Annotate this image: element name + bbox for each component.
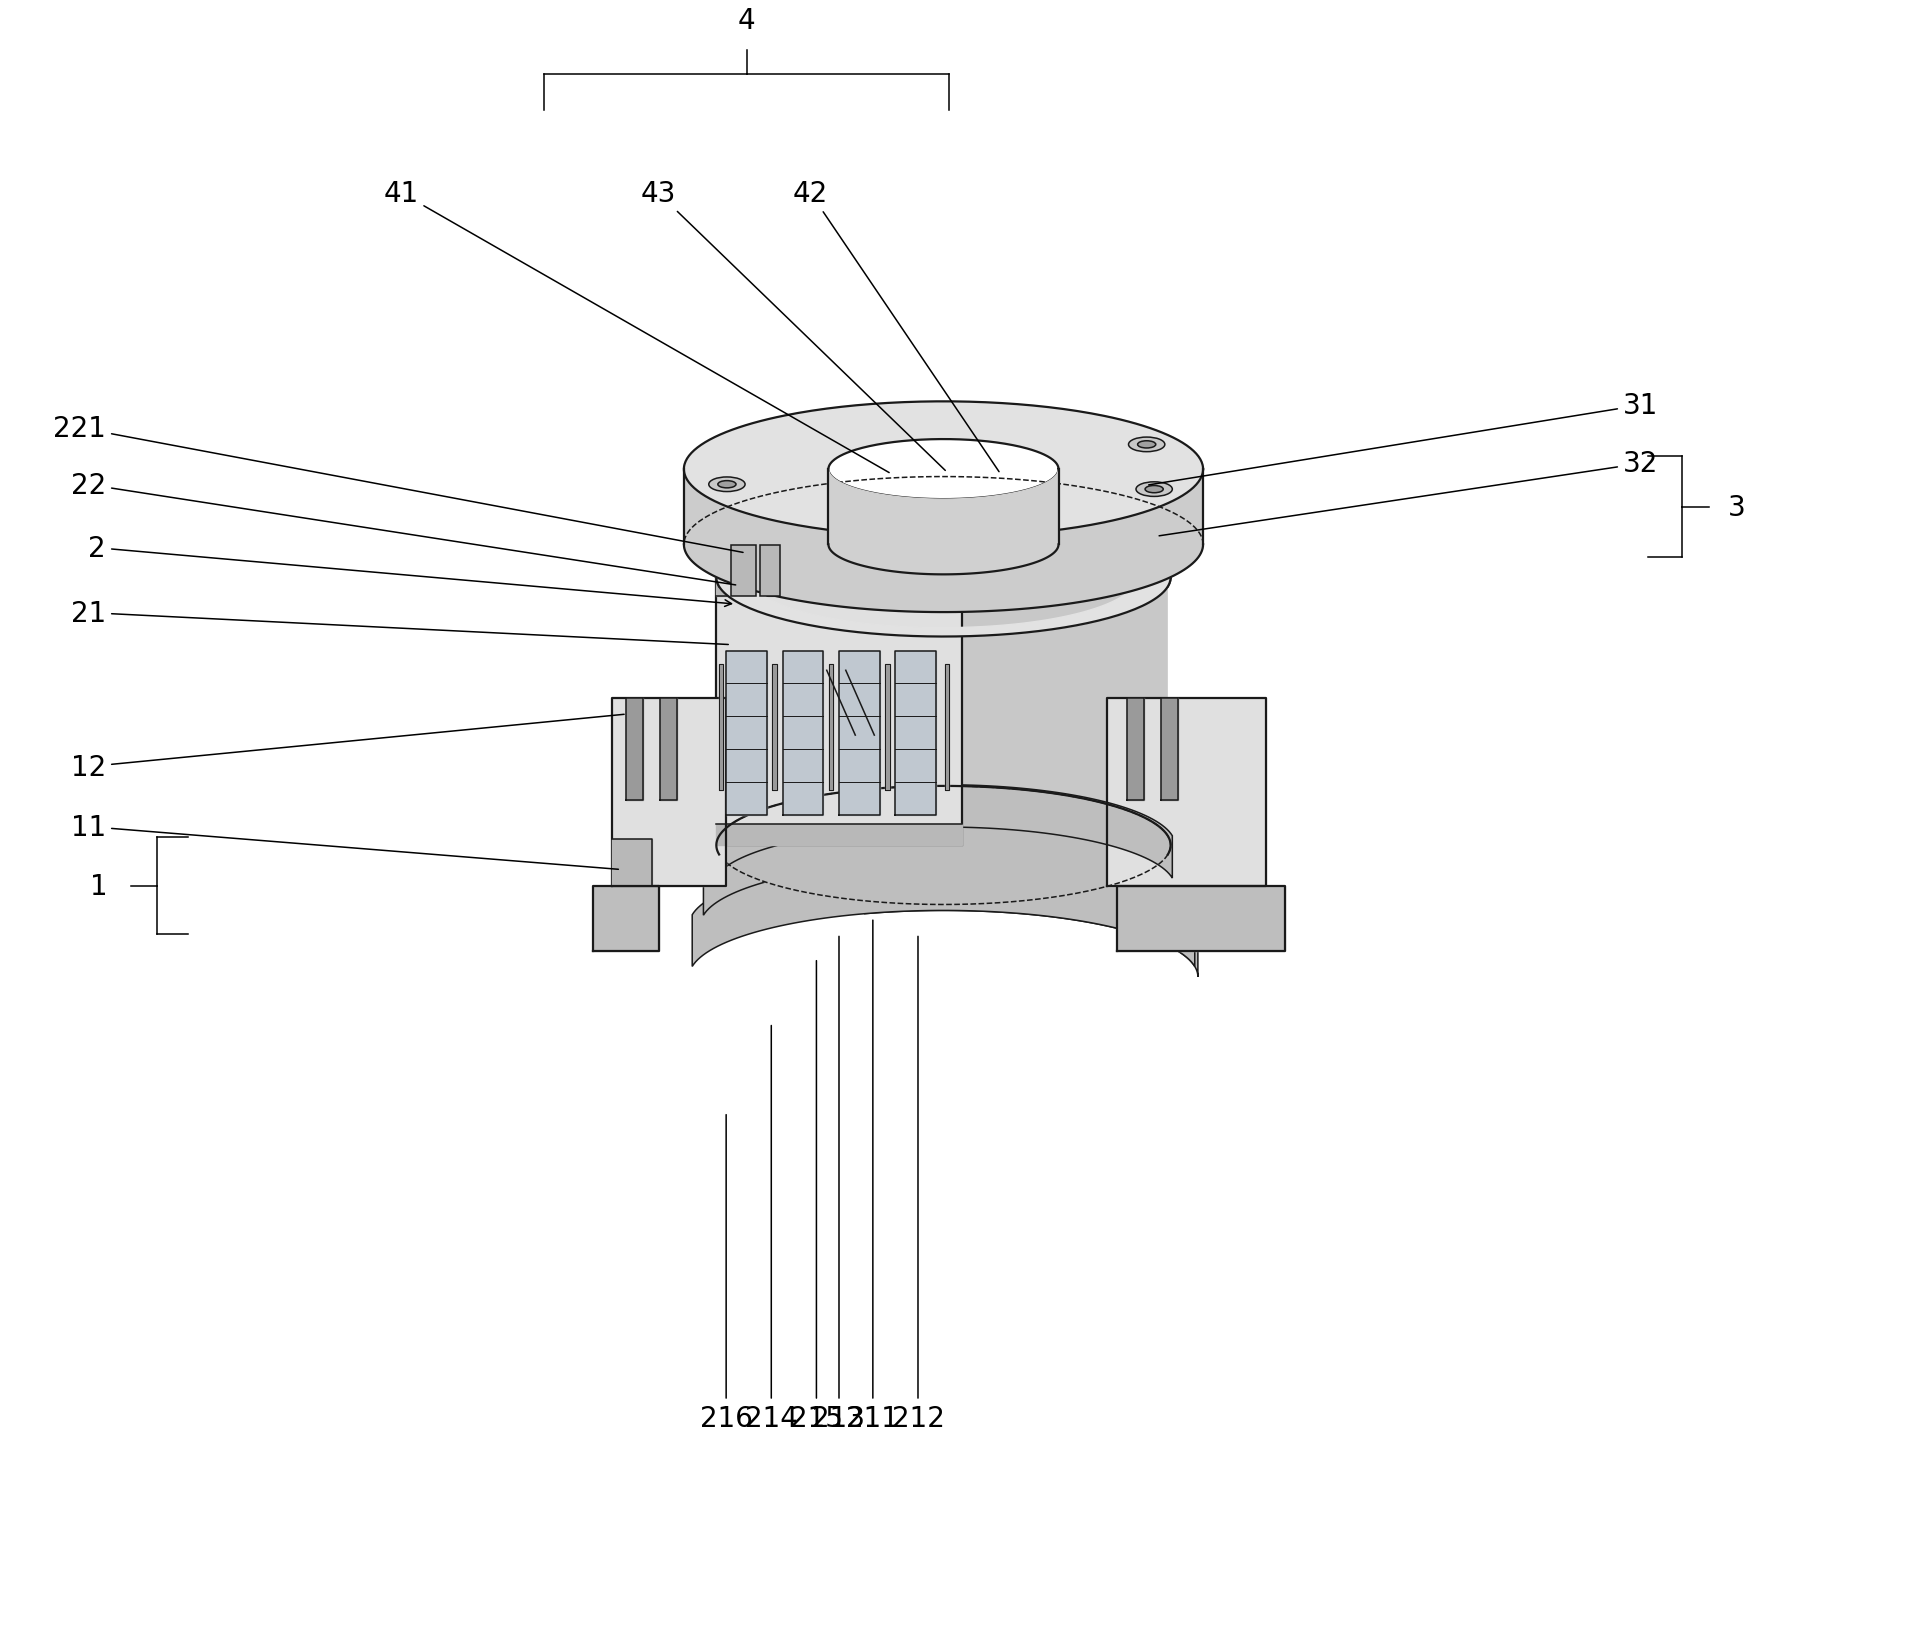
Text: 43: 43 bbox=[640, 180, 945, 472]
Polygon shape bbox=[783, 651, 823, 814]
Text: 11: 11 bbox=[70, 813, 617, 870]
Ellipse shape bbox=[1145, 486, 1162, 493]
Polygon shape bbox=[829, 664, 832, 790]
Polygon shape bbox=[716, 519, 1170, 636]
Polygon shape bbox=[1160, 698, 1177, 800]
Text: 41: 41 bbox=[383, 180, 890, 473]
Polygon shape bbox=[772, 664, 777, 790]
Polygon shape bbox=[716, 824, 962, 845]
Circle shape bbox=[844, 581, 859, 594]
Polygon shape bbox=[842, 504, 861, 578]
Polygon shape bbox=[716, 578, 962, 597]
Polygon shape bbox=[1107, 698, 1265, 886]
Polygon shape bbox=[659, 698, 676, 800]
Polygon shape bbox=[792, 504, 812, 578]
Text: 21: 21 bbox=[70, 599, 728, 645]
Text: 32: 32 bbox=[1158, 450, 1657, 537]
Circle shape bbox=[794, 581, 810, 594]
Polygon shape bbox=[853, 522, 1033, 568]
Text: 1: 1 bbox=[90, 871, 109, 901]
Polygon shape bbox=[684, 470, 1202, 612]
Text: 42: 42 bbox=[792, 180, 998, 472]
Ellipse shape bbox=[1135, 483, 1172, 498]
Ellipse shape bbox=[709, 478, 745, 493]
Circle shape bbox=[861, 581, 876, 594]
Text: 213: 213 bbox=[812, 937, 865, 1431]
Circle shape bbox=[812, 581, 827, 594]
Text: 3: 3 bbox=[1726, 493, 1745, 521]
Polygon shape bbox=[838, 651, 880, 814]
Text: 212: 212 bbox=[892, 937, 945, 1431]
Polygon shape bbox=[612, 839, 652, 886]
Polygon shape bbox=[692, 858, 1194, 966]
Polygon shape bbox=[592, 886, 659, 951]
Polygon shape bbox=[684, 401, 1202, 537]
Polygon shape bbox=[703, 824, 1183, 916]
Polygon shape bbox=[1097, 504, 1116, 578]
Polygon shape bbox=[1059, 504, 1078, 578]
Text: 4: 4 bbox=[737, 7, 754, 34]
Polygon shape bbox=[716, 787, 1170, 904]
Polygon shape bbox=[718, 664, 724, 790]
Text: 214: 214 bbox=[745, 1027, 798, 1431]
Polygon shape bbox=[865, 780, 1196, 978]
Ellipse shape bbox=[1137, 442, 1154, 449]
Polygon shape bbox=[625, 698, 642, 800]
Polygon shape bbox=[1116, 886, 1284, 951]
Text: 221: 221 bbox=[53, 415, 743, 553]
Ellipse shape bbox=[1128, 437, 1164, 452]
Text: 216: 216 bbox=[699, 1115, 752, 1431]
Polygon shape bbox=[945, 664, 949, 790]
Text: 31: 31 bbox=[1149, 392, 1657, 486]
Polygon shape bbox=[869, 783, 1183, 925]
Polygon shape bbox=[1126, 698, 1143, 800]
Polygon shape bbox=[714, 785, 1172, 878]
Polygon shape bbox=[884, 664, 890, 790]
Polygon shape bbox=[829, 470, 1057, 574]
Polygon shape bbox=[895, 651, 935, 814]
Polygon shape bbox=[760, 545, 779, 597]
Polygon shape bbox=[612, 698, 726, 886]
Polygon shape bbox=[732, 545, 754, 597]
Text: 2: 2 bbox=[88, 534, 732, 607]
Polygon shape bbox=[726, 651, 766, 814]
Text: 211: 211 bbox=[846, 920, 899, 1431]
Polygon shape bbox=[716, 578, 962, 845]
Ellipse shape bbox=[718, 481, 735, 488]
Text: 12: 12 bbox=[70, 715, 623, 782]
Polygon shape bbox=[716, 519, 1170, 855]
Text: 22: 22 bbox=[70, 472, 735, 586]
Text: 215: 215 bbox=[789, 961, 842, 1431]
